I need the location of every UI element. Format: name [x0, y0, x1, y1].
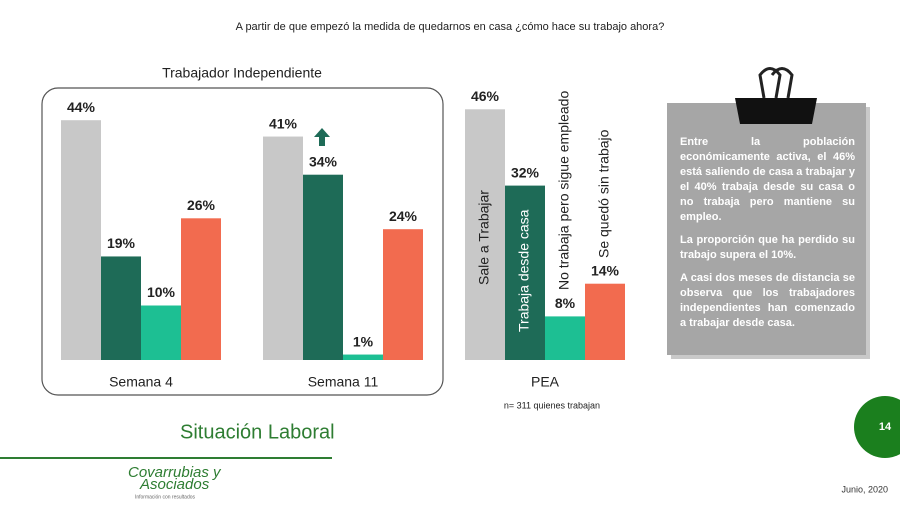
date: Junio, 2020 — [841, 484, 888, 494]
logo-line2: Asociados — [139, 476, 210, 493]
question: A partir de que empezó la medida de qued… — [236, 21, 665, 33]
note-text: Entre la población económicamente activa… — [680, 135, 855, 339]
chart-title: Trabajador Independiente — [162, 65, 322, 81]
bar — [101, 256, 141, 360]
x-tick-label: Semana 11 — [308, 374, 379, 390]
value-label: 19% — [107, 235, 136, 251]
page-number: 14 — [879, 421, 892, 433]
series-label: Trabaja desde casa — [516, 209, 532, 332]
bar — [343, 354, 383, 360]
bar — [181, 218, 221, 360]
bar — [141, 305, 181, 360]
bar — [585, 283, 625, 360]
x-tick-label: Semana 4 — [109, 374, 173, 390]
note-paragraph: A casi dos meses de distancia se observa… — [680, 272, 855, 329]
bar — [263, 136, 303, 360]
value-label: 8% — [555, 295, 576, 311]
x-tick-label: PEA — [531, 374, 560, 390]
chart-frame — [41, 87, 444, 396]
value-label: 26% — [187, 197, 216, 213]
note-box — [667, 103, 866, 355]
bar — [545, 316, 585, 360]
clip-handle — [758, 67, 794, 99]
bar — [465, 109, 505, 360]
value-label: 10% — [147, 284, 176, 300]
value-label: 46% — [471, 88, 500, 104]
binder-clip — [735, 98, 817, 124]
note-paragraph: La proporción que ha perdido su trabajo … — [680, 234, 855, 261]
value-label: 24% — [389, 208, 418, 224]
series-label: Se quedó sin trabajo — [596, 129, 612, 258]
bar — [303, 174, 343, 360]
series-label: Sale a Trabajar — [476, 190, 492, 285]
note-paragraph: Entre la población económicamente activa… — [680, 136, 855, 223]
value-label: 44% — [67, 99, 96, 115]
bar — [61, 120, 101, 360]
value-label: 1% — [353, 333, 374, 349]
value-label: 32% — [511, 164, 540, 180]
section-title: Situación Laboral — [180, 421, 335, 443]
value-label: 34% — [309, 153, 338, 169]
value-label: 14% — [591, 262, 620, 278]
value-label: 41% — [269, 115, 298, 131]
bar — [505, 185, 545, 360]
page-badge — [854, 396, 900, 458]
bar — [383, 229, 423, 360]
up-arrow — [314, 128, 330, 146]
logo-tagline: Información con resultados — [135, 494, 196, 500]
logo-line1: Covarrubias y — [128, 464, 222, 481]
chart-note: n= 311 quienes trabajan — [504, 400, 600, 410]
series-label: No trabaja pero sigue empleado — [556, 91, 572, 290]
